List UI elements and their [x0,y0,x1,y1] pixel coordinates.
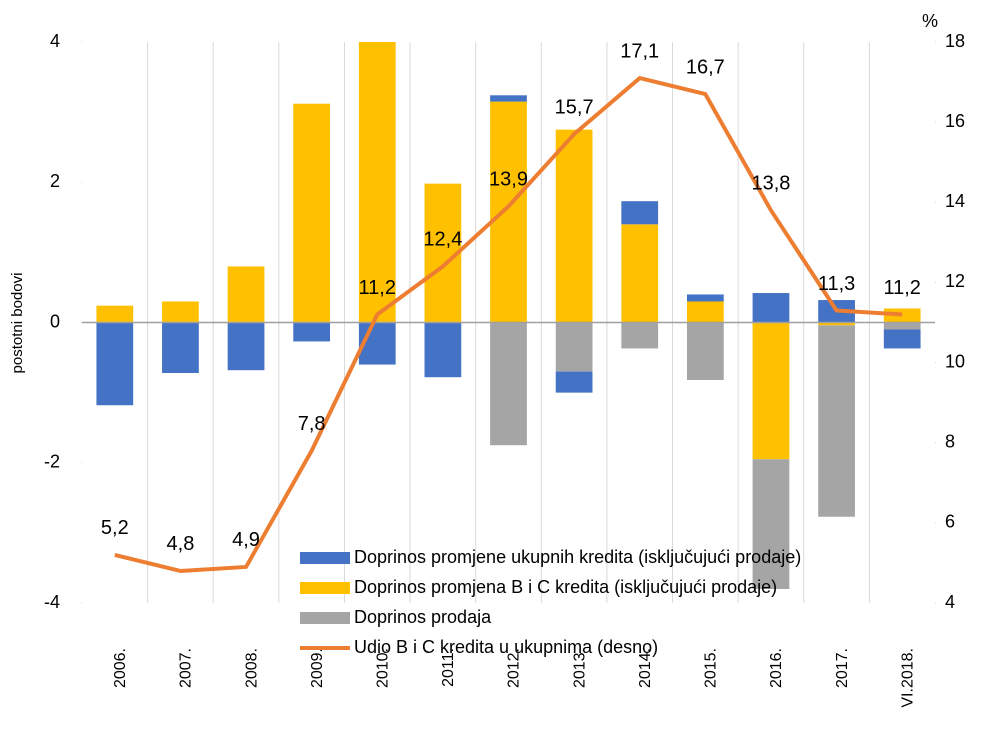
bar [490,101,527,323]
bar [686,301,724,323]
bar [227,322,265,371]
data-label: 13,9 [489,169,528,191]
bar [96,305,134,323]
x-tick-label: 2014. [637,648,654,688]
data-label: 11,2 [883,277,920,299]
x-tick-label: 2006. [112,648,129,688]
plot-area [96,42,921,589]
y-tick-label: -4 [44,592,60,612]
y2-tick-label: 4 [945,592,955,612]
bar [555,322,593,372]
y-tick-label: 2 [50,171,60,191]
x-tick-label: VI.2018. [899,648,916,708]
data-label: 7,8 [298,413,326,435]
legend-label: Doprinos promjena B i C kredita (isključ… [354,577,777,597]
bar [293,322,331,342]
data-label: 13,8 [751,173,790,195]
bar [883,322,921,330]
data-label: 4,8 [167,533,195,555]
bar [227,266,265,323]
y2-tick-label: 8 [945,431,955,451]
y2-axis-label: % [922,11,938,31]
x-tick-label: 2011. [440,648,457,687]
x-tick-label: 2017. [834,648,851,688]
y2-tick-label: 6 [945,512,955,532]
y2-tick-label: 10 [945,351,965,371]
data-label: 17,1 [620,40,659,62]
bar [752,293,790,323]
data-label: 15,7 [555,96,594,118]
bar [686,322,724,381]
x-tick-label: 2013. [571,648,588,688]
bar [752,459,790,589]
bar [424,322,462,378]
x-tick-label: 2009. [309,648,326,688]
x-tick-label: 2007. [178,648,195,688]
bar [686,294,724,302]
bar [621,201,659,225]
legend-swatch [300,582,350,594]
bar [883,329,921,349]
legend-label: Doprinos promjene ukupnih kredita (isklj… [354,547,801,567]
bar [358,42,396,323]
bar [555,371,593,393]
bar [818,325,855,517]
y2-tick-label: 18 [945,31,965,51]
data-label: 4,9 [232,529,260,551]
bar [162,301,199,323]
y2-tick-label: 16 [945,111,965,131]
data-label: 11,3 [818,273,855,295]
bar [490,95,527,102]
data-label: 11,2 [359,277,396,299]
y-tick-label: 0 [50,311,60,331]
legend-swatch [300,552,350,564]
bar [555,129,593,323]
data-label: 5,2 [101,517,129,539]
bar [621,322,659,349]
bar [162,322,199,373]
x-tick-label: 2008. [243,648,260,688]
data-label: 16,7 [686,56,725,78]
y2-tick-label: 14 [945,191,965,211]
legend-label: Udio B i C kredita u ukupnima (desno) [354,637,658,657]
y2-tick-label: 12 [945,271,965,291]
legend-label: Doprinos prodaja [354,607,492,627]
bar [818,322,855,326]
x-tick-label: 2016. [768,648,785,688]
bar [490,322,527,446]
y-tick-label: -2 [44,452,60,472]
x-tick-label: 2010. [374,648,391,688]
x-tick-label: 2015. [703,648,720,688]
bar [752,322,790,460]
line-series [114,76,903,573]
data-label: 12,4 [423,229,462,251]
bar [621,224,659,323]
bar [293,103,331,323]
bar [96,322,134,406]
y-axis-label: postotni bodovi [9,273,26,374]
y-tick-label: 4 [50,31,60,51]
x-tick-label: 2012. [506,648,523,688]
legend-swatch [300,612,350,624]
